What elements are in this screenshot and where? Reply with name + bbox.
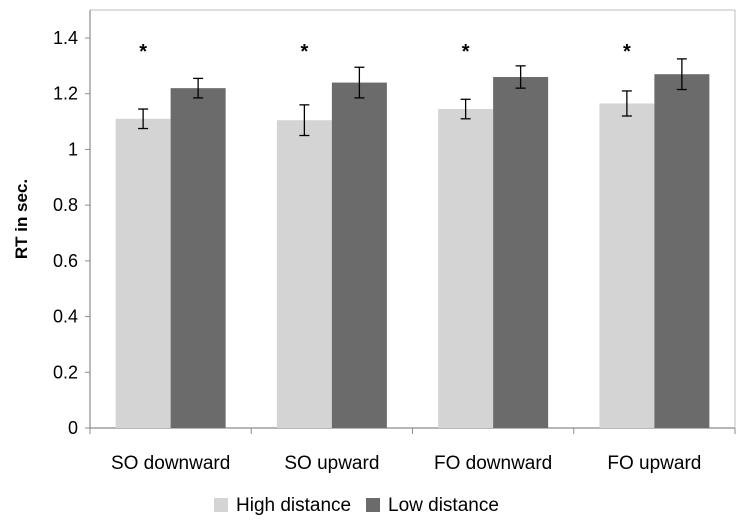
x-category-label: FO upward: [607, 453, 701, 474]
y-tick-label: 0.6: [53, 251, 78, 271]
bar-high-distance: [115, 118, 171, 429]
y-tick-label: 1.2: [53, 84, 78, 104]
x-category-label: FO downward: [434, 453, 552, 474]
bar-low-distance: [654, 74, 710, 428]
bar-high-distance: [438, 109, 494, 429]
plot-area: 0 0.2 0.4 0.6 0.8 1 1.2 1.4 RT in sec. * SO downwa…: [12, 9, 736, 516]
legend-label: Low distance: [388, 495, 499, 516]
bar-low-distance: [493, 77, 549, 428]
legend-swatch: [366, 498, 380, 512]
legend-label: High distance: [236, 495, 351, 516]
bar-high-distance: [599, 103, 655, 428]
y-tick-label: 0.2: [53, 362, 78, 382]
bar-low-distance: [331, 82, 387, 429]
y-tick-label: 0: [68, 418, 78, 438]
significance-marker: *: [139, 41, 147, 63]
significance-marker: *: [462, 41, 470, 63]
y-tick-label: 1: [68, 139, 78, 159]
y-axis-label: RT in sec.: [12, 179, 31, 259]
y-tick-label: 0.4: [53, 307, 78, 327]
bar-high-distance: [276, 120, 332, 428]
y-tick-label: 0.8: [53, 195, 78, 215]
significance-marker: *: [623, 41, 631, 63]
significance-marker: *: [300, 41, 308, 63]
bar-low-distance: [170, 88, 226, 429]
legend-swatch: [214, 498, 228, 512]
y-tick-label: 1.4: [53, 28, 78, 48]
x-category-label: SO upward: [284, 453, 379, 474]
x-category-label: SO downward: [111, 453, 230, 474]
